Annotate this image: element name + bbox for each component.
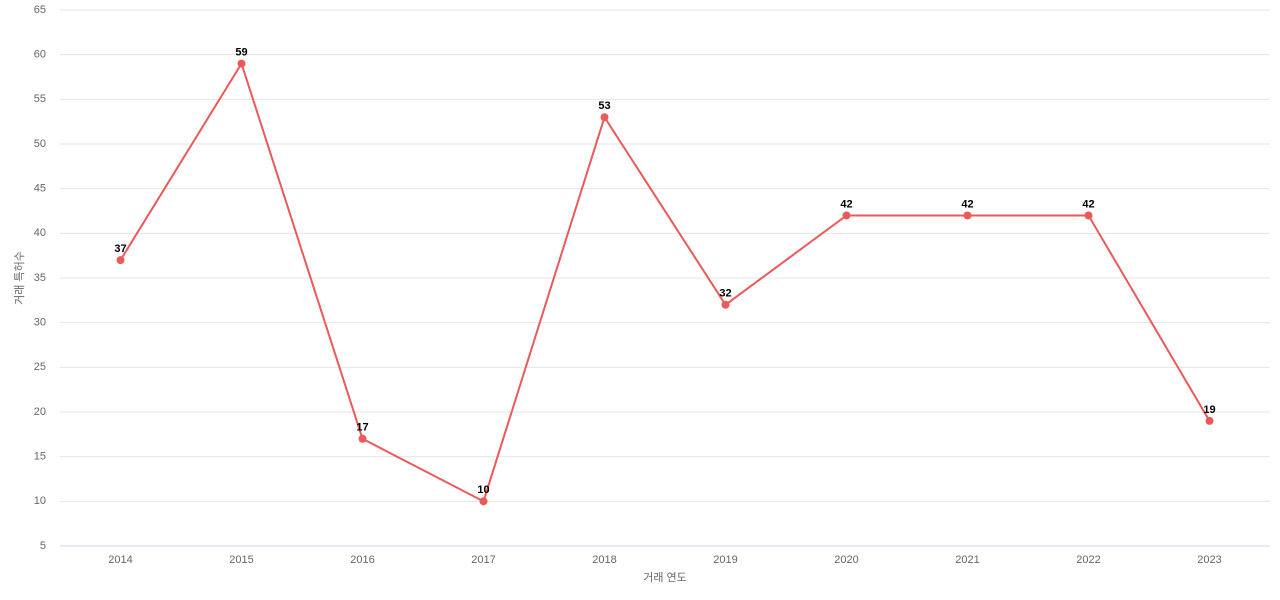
y-tick-label: 20 <box>34 406 46 418</box>
y-axis-title: 거래 특허수 <box>13 251 26 305</box>
y-tick-label: 30 <box>34 317 46 329</box>
point <box>237 59 246 68</box>
value-label: 59 <box>235 47 247 59</box>
value-label: 19 <box>1203 404 1215 416</box>
point <box>116 256 125 265</box>
value-label: 42 <box>1082 198 1094 210</box>
x-tick-label: 2017 <box>471 554 495 566</box>
point <box>600 113 609 122</box>
x-tick-label: 2023 <box>1197 554 1221 566</box>
x-tick-label: 2021 <box>955 554 979 566</box>
y-tick-label: 45 <box>34 183 46 195</box>
x-tick-label: 2020 <box>834 554 858 566</box>
point <box>358 434 367 443</box>
x-axis-title: 거래 연도 <box>643 571 687 584</box>
point <box>1205 416 1214 425</box>
y-tick-label: 55 <box>34 93 46 105</box>
value-label: 17 <box>356 422 368 434</box>
point <box>479 497 488 506</box>
value-label: 42 <box>840 198 852 210</box>
point <box>1084 211 1093 220</box>
y-tick-label: 10 <box>34 495 46 507</box>
y-tick-label: 15 <box>34 451 46 463</box>
point <box>842 211 851 220</box>
value-label: 10 <box>477 484 489 496</box>
point <box>963 211 972 220</box>
y-tick-label: 50 <box>34 138 46 150</box>
y-tick-label: 60 <box>34 49 46 61</box>
value-label: 53 <box>598 100 610 112</box>
x-tick-label: 2019 <box>713 554 737 566</box>
value-label: 42 <box>961 198 973 210</box>
y-tick-label: 65 <box>34 4 46 16</box>
y-tick-label: 35 <box>34 272 46 284</box>
value-label: 32 <box>719 288 731 300</box>
y-tick-label: 5 <box>40 540 46 552</box>
x-tick-label: 2015 <box>229 554 253 566</box>
x-tick-label: 2022 <box>1076 554 1100 566</box>
y-tick-label: 40 <box>34 227 46 239</box>
x-tick-label: 2016 <box>350 554 374 566</box>
point <box>721 300 730 309</box>
x-tick-label: 2014 <box>108 554 132 566</box>
y-tick-label: 25 <box>34 361 46 373</box>
x-tick-label: 2018 <box>592 554 616 566</box>
value-label: 37 <box>114 243 126 255</box>
line <box>119 61 1211 503</box>
